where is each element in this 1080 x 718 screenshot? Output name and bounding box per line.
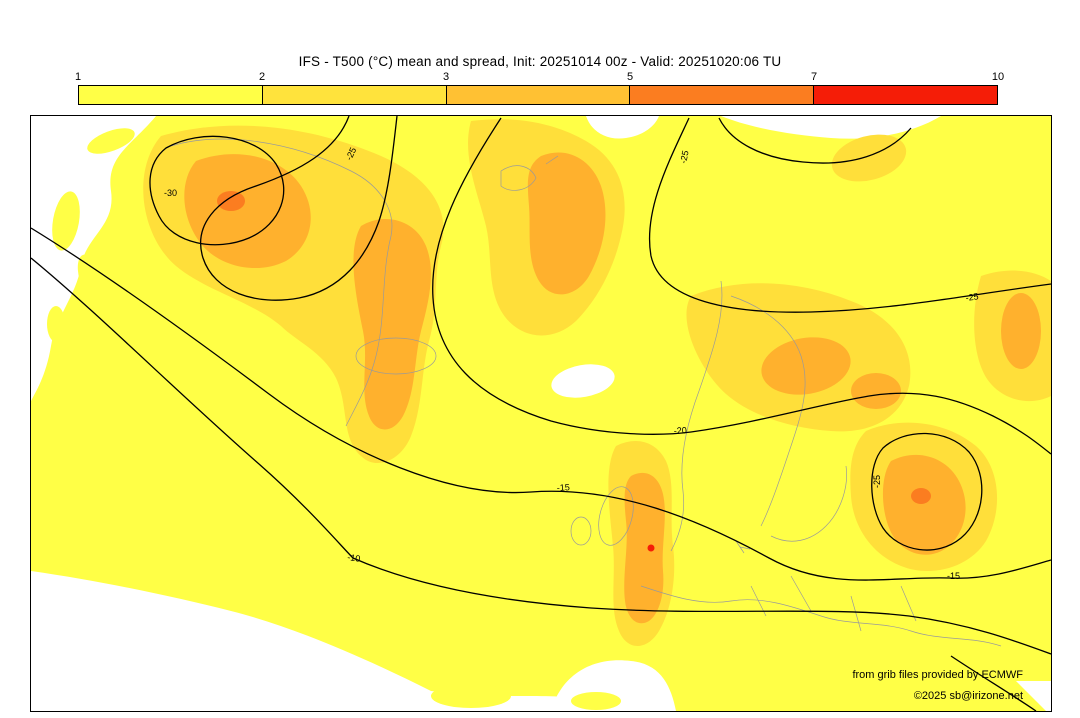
contour-line-minus25-east — [648, 117, 1051, 313]
spread-colorbar — [78, 85, 998, 105]
map-canvas: -30 -25 -25 -25 -20 -25 -15 -15 -10 from… — [31, 116, 1051, 711]
colorbar-tick-3: 3 — [442, 71, 450, 83]
page-title: IFS - T500 (°C) mean and spread, Init: 2… — [298, 54, 782, 69]
contour-label: -30 — [164, 188, 177, 198]
mean-contour-lines — [31, 116, 1051, 711]
colorbar-tick-1: 1 — [74, 71, 82, 83]
contour-label: -15 — [947, 571, 960, 581]
contour-line-minus25-west — [200, 116, 398, 301]
colorbar-segment-3-5 — [446, 86, 631, 104]
contour-label: -20 — [673, 425, 687, 436]
no-data-white-regions — [31, 116, 1051, 711]
forecast-map: -30 -25 -25 -25 -20 -25 -15 -15 -10 from… — [30, 115, 1052, 712]
attribution-source: from grib files provided by ECMWF — [852, 669, 1023, 681]
colorbar-tick-7: 7 — [810, 71, 818, 83]
contour-label: -25 — [344, 146, 359, 162]
colorbar-segment-7-10 — [814, 86, 997, 104]
colorbar-tick-5: 5 — [626, 71, 634, 83]
contour-line-minus15 — [31, 227, 1051, 581]
colorbar-segment-2-3 — [262, 86, 447, 104]
contour-label: -25 — [872, 475, 882, 488]
spread-fill-level4 — [217, 191, 931, 504]
contour-label: -15 — [556, 482, 570, 493]
contour-label: -25 — [678, 150, 690, 165]
contour-line-bottom-right — [950, 655, 1037, 711]
colorbar-segment-5-7 — [630, 86, 815, 104]
spread-fill-level5-spot — [647, 544, 655, 552]
colorbar-segment-1-2 — [79, 86, 263, 104]
contour-line-minus25-closed — [871, 432, 983, 551]
contour-line-top-right — [718, 117, 912, 164]
contour-label: -10 — [347, 552, 361, 564]
attribution-copyright: ©2025 sb@irizone.net — [914, 690, 1023, 702]
contour-line-minus10 — [31, 257, 1051, 655]
colorbar-tick-2: 2 — [258, 71, 266, 83]
contour-labels: -30 -25 -25 -25 -20 -25 -15 -15 -10 — [164, 146, 979, 581]
contour-line-minus30 — [149, 135, 285, 246]
contour-label: -25 — [965, 291, 979, 303]
contour-line-minus20 — [432, 117, 1051, 455]
colorbar-tick-10: 10 — [991, 71, 1005, 83]
spread-fill-level1-islands — [47, 128, 621, 710]
coastlines — [170, 138, 1002, 647]
spread-fill-level3 — [184, 152, 1041, 624]
